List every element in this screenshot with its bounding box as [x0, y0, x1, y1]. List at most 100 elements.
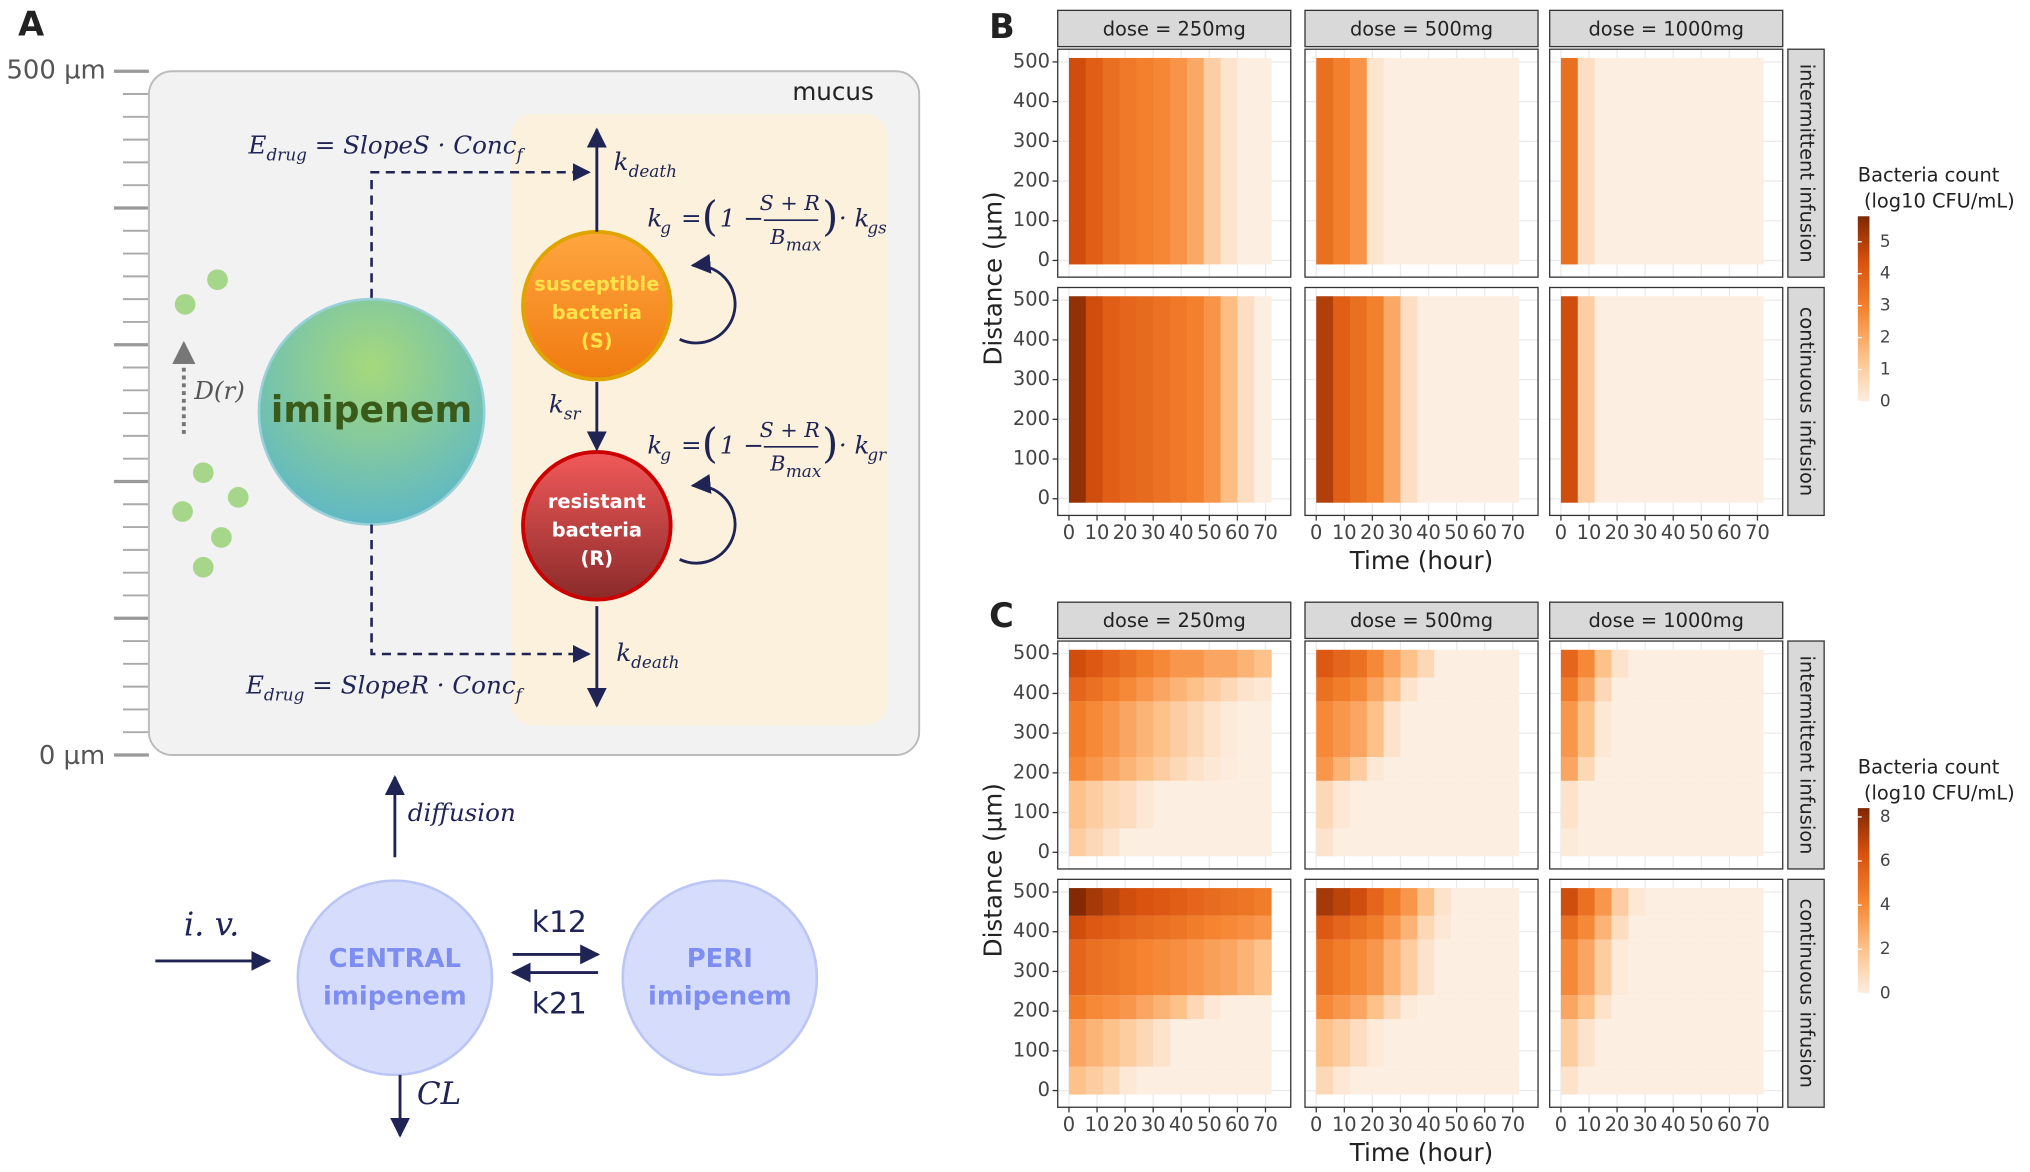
heatmap-cell	[1333, 677, 1351, 702]
heatmap-cell	[1186, 828, 1205, 857]
panel-border	[1549, 48, 1784, 278]
heatmap-cell	[1645, 888, 1663, 916]
heatmap-cell	[1501, 780, 1519, 829]
heatmap-cell	[1661, 888, 1680, 916]
heatmap-cell	[1186, 677, 1205, 702]
heatmap-cell	[1628, 677, 1646, 702]
heatmap-cell	[1237, 888, 1255, 916]
heatmap-cell	[1678, 1019, 1697, 1067]
heatmap-cell	[1366, 649, 1385, 678]
heatmap-cell	[1434, 780, 1452, 829]
heatmap-cell	[1220, 995, 1238, 1020]
heatmap-cell	[1119, 780, 1137, 829]
heatmap-cell	[1316, 756, 1334, 781]
heatmap-cell	[1678, 649, 1697, 678]
heatmap-cell	[1450, 296, 1469, 503]
heatmap-cell	[1645, 1019, 1663, 1067]
x-tick-label: 20	[1360, 521, 1385, 544]
y-tick-label: 300	[1013, 721, 1050, 744]
heatmap-cell	[1611, 780, 1629, 829]
heatmap-cell	[1102, 701, 1121, 757]
x-axis-title: Time (hour)	[1349, 546, 1494, 575]
heatmap-cell	[1417, 677, 1435, 702]
heatmap-cell	[1417, 828, 1435, 857]
heatmap-cell	[1366, 57, 1385, 265]
heatmap-cell	[1333, 780, 1351, 829]
heatmap-cell	[1712, 995, 1730, 1020]
heatmap-cell	[1366, 828, 1385, 857]
heatmap-cell	[1068, 756, 1087, 781]
heatmap-cell	[1136, 756, 1154, 781]
x-tick-label: 10	[1332, 521, 1357, 544]
heatmap-cell	[1560, 57, 1579, 265]
heatmap-cell	[1254, 677, 1272, 702]
heatmap-cell	[1102, 995, 1121, 1020]
heatmap-cell	[1316, 1019, 1334, 1067]
heatmap-cell	[1712, 1019, 1730, 1067]
heatmap-cell	[1068, 888, 1087, 916]
heatmap-cell	[1119, 756, 1137, 781]
facet-label: dose = 1000mg	[1588, 17, 1743, 40]
heatmap-cell	[1746, 677, 1764, 702]
formula-part: S + R	[760, 418, 820, 442]
heatmap-cell	[1186, 888, 1205, 916]
heatmap-cell	[1119, 915, 1137, 940]
heatmap-cell	[1467, 828, 1486, 857]
y-tick-label: 200	[1013, 999, 1050, 1022]
heatmap-cell	[1695, 677, 1714, 702]
heatmap-cell	[1434, 649, 1452, 678]
heatmap-cell	[1400, 677, 1418, 702]
formula-part: 1 −	[720, 430, 764, 459]
heatmap-cell	[1678, 677, 1697, 702]
heatmap-cell	[1136, 57, 1154, 265]
heatmap-cell	[1467, 701, 1486, 757]
heatmap-cell	[1383, 939, 1401, 996]
x-tick-label: 0	[1063, 521, 1075, 544]
heatmap-cell	[1560, 939, 1579, 996]
x-tick-label: 10	[1332, 1113, 1357, 1136]
heatmap-cell	[1501, 296, 1519, 503]
heatmap-cell	[1153, 939, 1171, 996]
heatmap-cell	[1484, 995, 1503, 1020]
heatmap-cell	[1349, 57, 1368, 265]
y-axis-title: Distance (µm)	[978, 783, 1007, 957]
heatmap-cell	[1484, 677, 1503, 702]
heatmap-cell	[1203, 649, 1222, 678]
heatmap-cell	[1383, 701, 1401, 757]
heatmap-cell	[1153, 995, 1171, 1020]
facet-strip	[1787, 48, 1825, 278]
heatmap-cell	[1695, 915, 1714, 940]
facet-strip	[1787, 640, 1825, 870]
heatmap-cell	[1450, 995, 1469, 1020]
x-tick-label: 0	[1555, 1113, 1567, 1136]
formula-part: B	[769, 225, 785, 249]
heatmap-cell	[1746, 1019, 1764, 1067]
formula-part: max	[786, 461, 822, 481]
heatmap-cell	[1254, 995, 1272, 1020]
heatmap-cell	[1400, 756, 1418, 781]
heatmap-cell	[1237, 915, 1255, 940]
heatmap-cell	[1661, 939, 1680, 996]
formula-part: B	[769, 451, 785, 475]
heatmap-cell	[1136, 828, 1154, 857]
heatmap-cell	[1237, 828, 1255, 857]
heatmap-cell	[1085, 57, 1104, 265]
colorbar	[1857, 808, 1870, 994]
y-axis-title: Distance (µm)	[978, 191, 1007, 365]
heatmap-cell	[1366, 1019, 1385, 1067]
heatmap-cell	[1611, 915, 1629, 940]
drug-particles	[172, 269, 249, 578]
heatmap-cell	[1712, 915, 1730, 940]
heatmap-cell	[1316, 780, 1334, 829]
heatmap-cell	[1729, 939, 1747, 996]
heatmap-cell	[1316, 57, 1334, 265]
heatmap-cell	[1333, 888, 1351, 916]
panel-border	[1057, 48, 1292, 278]
heatmap-cell	[1729, 649, 1747, 678]
heatmap-cell	[1237, 701, 1255, 757]
heatmap-cell	[1577, 649, 1596, 678]
x-tick-label: 60	[1225, 521, 1250, 544]
heatmap-cell	[1136, 888, 1154, 916]
heatmap-cell	[1153, 701, 1171, 757]
heatmap-cell	[1450, 756, 1469, 781]
